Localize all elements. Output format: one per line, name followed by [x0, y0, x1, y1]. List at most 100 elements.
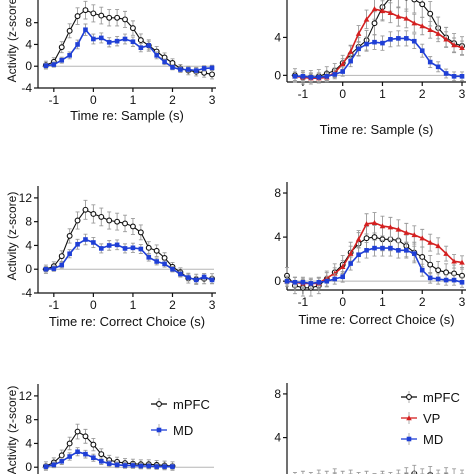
y-tick-label: 8: [274, 186, 281, 200]
y-tick-label: 4: [274, 230, 281, 244]
data-point-mpfc: [411, 0, 418, 3]
data-point-vp: [339, 264, 346, 270]
legend-marker-mpfc: [156, 401, 162, 407]
data-point-md: [388, 37, 393, 42]
legend: mPFC MD: [151, 397, 210, 438]
data-point-mpfc: [90, 10, 97, 17]
data-point-md: [59, 57, 65, 63]
series-md: [43, 447, 175, 470]
data-point-vp: [427, 27, 433, 33]
data-point-md: [380, 40, 385, 46]
data-point-vp: [403, 15, 410, 21]
data-point-vp: [459, 45, 465, 51]
data-point-md: [201, 274, 207, 280]
data-point-md: [427, 59, 433, 65]
data-point-mpfc: [106, 14, 113, 21]
data-point-md: [300, 279, 306, 285]
data-point-mpfc: [90, 441, 97, 448]
data-point-md: [51, 462, 57, 468]
data-point-mpfc: [114, 14, 121, 21]
data-point-vp: [347, 250, 354, 256]
y-tick-label: 4: [25, 436, 32, 450]
data-point-vp: [363, 221, 370, 227]
data-point-md: [154, 464, 159, 469]
data-point-md: [419, 267, 425, 273]
series-md: [292, 30, 465, 83]
y-axis-label: Activity (z-score): [5, 0, 19, 82]
data-point-mpfc: [74, 428, 81, 435]
y-tick-label: 12: [19, 191, 33, 205]
data-point-md: [459, 279, 465, 285]
data-point-mpfc: [98, 213, 105, 220]
error-bar: [412, 471, 417, 474]
x-tick-label: 3: [209, 93, 216, 107]
data-point-md: [170, 65, 175, 70]
data-point-md: [146, 463, 152, 469]
x-axis-label: Time re: Sample (s): [70, 108, 184, 123]
series-md: [43, 233, 215, 285]
y-axis-label: Activity (z-score): [5, 192, 19, 281]
data-point-vp: [451, 42, 457, 48]
data-point-md: [178, 67, 183, 72]
series-line-md: [295, 37, 462, 79]
data-point-md: [372, 39, 377, 45]
data-point-md: [59, 262, 65, 268]
x-tick-label: -1: [48, 93, 59, 107]
data-point-md: [83, 27, 88, 33]
error-bar: [412, 0, 417, 14]
legend-marker-md: [406, 436, 412, 442]
series-line-vp: [294, 8, 463, 79]
panel-right-top: 0 4 -1 0 1 2 3 Time re: Sample (s): [274, 0, 466, 137]
x-tick-label: 0: [339, 87, 346, 101]
legend-marker-md: [156, 427, 162, 433]
data-point-md: [451, 277, 457, 283]
data-point-md: [308, 74, 314, 80]
data-point-md: [404, 248, 409, 253]
data-point-md: [332, 276, 338, 282]
y-axis-label: Activity (z-score): [5, 386, 19, 474]
y-tick-label: 0: [25, 460, 32, 474]
data-point-md: [324, 74, 330, 79]
data-point-md: [340, 69, 345, 74]
data-point-md: [340, 274, 345, 280]
data-point-md: [75, 449, 80, 455]
series-line-md: [45, 28, 213, 72]
data-point-vp: [411, 20, 418, 26]
data-point-mpfc: [209, 71, 215, 78]
data-point-vp: [395, 226, 402, 232]
data-point-md: [209, 65, 215, 71]
data-point-vp: [419, 23, 426, 29]
data-point-md: [451, 74, 457, 79]
data-point-md: [300, 74, 306, 79]
series-md: [284, 239, 465, 289]
x-axis-label: Time re: Correct Choice (s): [49, 314, 205, 329]
data-point-vp: [371, 6, 378, 12]
series-mpfc: [292, 464, 465, 474]
data-point-md: [162, 464, 167, 469]
data-point-mpfc: [371, 234, 378, 241]
data-point-vp: [435, 30, 441, 36]
data-point-vp: [443, 36, 449, 42]
data-point-md: [51, 62, 57, 67]
error-bar: [348, 469, 353, 474]
x-tick-label: 2: [419, 87, 426, 101]
data-point-md: [98, 458, 104, 464]
data-point-md: [106, 461, 112, 466]
data-point-md: [83, 237, 88, 242]
panel-right-bottom: 4 8 mPFC VP MD: [274, 383, 465, 474]
x-tick-label: 2: [169, 298, 176, 312]
error-bar: [404, 467, 409, 474]
data-point-md: [162, 59, 167, 65]
data-point-md: [43, 464, 49, 469]
data-point-vp: [419, 235, 426, 241]
x-axis-label: Time re: Sample (s): [320, 122, 434, 137]
data-point-md: [372, 245, 377, 251]
data-point-md: [114, 242, 120, 248]
data-point-md: [91, 36, 96, 42]
data-point-md: [186, 275, 191, 280]
data-point-mpfc: [427, 261, 434, 268]
y-tick-label: 4: [25, 37, 32, 51]
data-point-md: [324, 278, 330, 284]
data-point-vp: [387, 224, 394, 230]
